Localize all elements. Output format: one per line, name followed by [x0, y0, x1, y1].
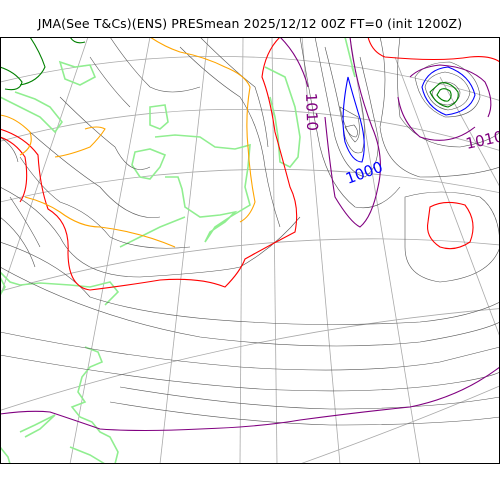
- chart-title: JMA(See T&Cs)(ENS) PRESmean 2025/12/12 0…: [37, 16, 463, 31]
- coastlines: [0, 37, 356, 464]
- isobar-1020: [0, 37, 500, 291]
- pressure-map: 1010 1000 1010: [0, 37, 500, 464]
- isobar-orange: [0, 37, 256, 248]
- isobar-1010: [0, 37, 500, 432]
- isobar-green: [0, 37, 459, 108]
- isobar-1000: [342, 66, 476, 163]
- isobars: [0, 37, 500, 426]
- graticule: [0, 37, 500, 464]
- contour-label-1010-left: 1010: [302, 93, 321, 132]
